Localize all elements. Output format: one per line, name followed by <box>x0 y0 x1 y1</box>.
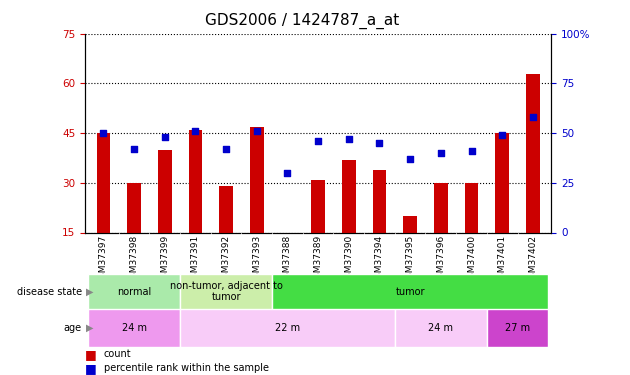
Bar <box>219 186 233 232</box>
Text: GSM37393: GSM37393 <box>252 235 261 284</box>
Text: ▶: ▶ <box>86 286 94 297</box>
Text: percentile rank within the sample: percentile rank within the sample <box>104 363 269 373</box>
Point <box>436 150 446 156</box>
Point <box>405 156 415 162</box>
Point <box>344 136 354 142</box>
Point <box>98 130 108 136</box>
Text: GSM37400: GSM37400 <box>467 235 476 284</box>
Point <box>374 140 384 146</box>
Text: tumor: tumor <box>396 286 425 297</box>
Bar <box>158 150 172 232</box>
Bar <box>342 160 356 232</box>
Text: disease state: disease state <box>17 286 82 297</box>
Point <box>160 134 170 140</box>
Text: GSM37388: GSM37388 <box>283 235 292 284</box>
Point <box>466 148 476 154</box>
Text: GSM37399: GSM37399 <box>160 235 169 284</box>
Bar <box>96 133 110 232</box>
Bar <box>127 183 141 232</box>
Point <box>313 138 323 144</box>
Point <box>282 170 292 176</box>
Text: age: age <box>64 323 82 333</box>
Bar <box>311 180 325 232</box>
Bar <box>372 170 386 232</box>
Text: GSM37402: GSM37402 <box>529 235 537 284</box>
Text: GDS2006 / 1424787_a_at: GDS2006 / 1424787_a_at <box>205 13 399 29</box>
Text: ■: ■ <box>85 362 97 375</box>
Bar <box>272 274 548 309</box>
Text: GSM37394: GSM37394 <box>375 235 384 284</box>
Point <box>129 146 139 152</box>
Text: GSM37389: GSM37389 <box>314 235 323 284</box>
Bar <box>88 309 180 347</box>
Bar <box>403 216 417 232</box>
Text: count: count <box>104 350 132 359</box>
Text: 27 m: 27 m <box>505 323 530 333</box>
Bar <box>434 183 448 232</box>
Text: GSM37396: GSM37396 <box>437 235 445 284</box>
Text: GSM37395: GSM37395 <box>406 235 415 284</box>
Point <box>528 114 538 120</box>
Bar <box>395 309 487 347</box>
Bar <box>180 274 272 309</box>
Text: GSM37398: GSM37398 <box>130 235 139 284</box>
Bar <box>188 130 202 232</box>
Text: ▶: ▶ <box>86 323 94 333</box>
Text: GSM37401: GSM37401 <box>498 235 507 284</box>
Bar <box>250 126 264 232</box>
Text: 24 m: 24 m <box>428 323 454 333</box>
Text: GSM37390: GSM37390 <box>345 235 353 284</box>
Bar <box>487 309 548 347</box>
Bar <box>526 74 540 232</box>
Bar <box>88 274 180 309</box>
Text: GSM37392: GSM37392 <box>222 235 231 284</box>
Text: 24 m: 24 m <box>122 323 147 333</box>
Text: GSM37397: GSM37397 <box>99 235 108 284</box>
Point <box>190 128 200 134</box>
Text: 22 m: 22 m <box>275 323 300 333</box>
Point <box>252 128 262 134</box>
Text: ■: ■ <box>85 348 97 361</box>
Point <box>497 132 507 138</box>
Text: normal: normal <box>117 286 151 297</box>
Text: GSM37391: GSM37391 <box>191 235 200 284</box>
Bar <box>180 309 395 347</box>
Bar <box>464 183 478 232</box>
Text: non-tumor, adjacent to
tumor: non-tumor, adjacent to tumor <box>169 281 283 302</box>
Point <box>221 146 231 152</box>
Bar <box>495 133 509 232</box>
